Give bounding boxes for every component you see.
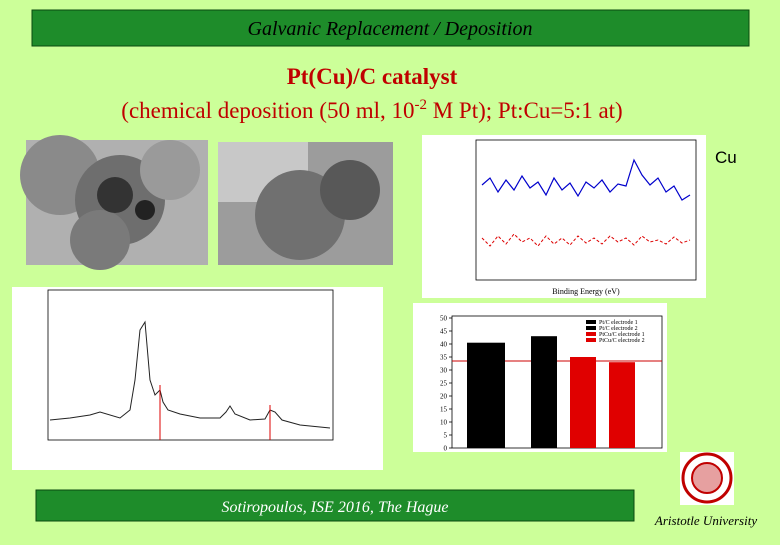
header-title: Galvanic Replacement / Deposition <box>248 18 533 40</box>
legend-swatch <box>586 338 596 342</box>
xps-axis-label: Binding Energy (eV) <box>552 287 620 296</box>
y-tick-label: 50 <box>440 315 448 323</box>
footer-text: Aristotle University <box>654 513 757 528</box>
y-tick-label: 40 <box>440 341 448 349</box>
y-tick-label: 15 <box>440 406 448 414</box>
y-tick-label: 0 <box>444 445 448 453</box>
university-logo <box>680 452 734 505</box>
slide-subtitle: (chemical deposition (50 ml, 10-2 M Pt);… <box>121 97 622 123</box>
legend-swatch <box>586 332 596 336</box>
bar <box>570 357 596 448</box>
slide-title: Pt(Cu)/C catalyst <box>287 64 458 89</box>
y-tick-label: 45 <box>440 328 448 336</box>
legend-label: Pt/C electrode 2 <box>599 326 638 332</box>
y-tick-label: 5 <box>444 432 448 440</box>
legend-label: PtCu/C electrode 2 <box>599 338 645 344</box>
subtitle-text: (chemical deposition (50 ml, 10 <box>121 98 414 123</box>
legend-swatch <box>586 326 596 330</box>
footer-bar <box>35 489 635 522</box>
tem-image <box>218 142 393 265</box>
bar-chart: 0 5 10 15 20 25 30 35 40 45 50 Pt/C electrode 1Pt/C… <box>413 303 667 453</box>
subtitle-superscript: -2 <box>414 97 427 113</box>
bar <box>609 362 635 448</box>
xps-label: Cu <box>715 148 737 167</box>
xps-plot: Binding Energy (eV) <box>422 135 706 298</box>
bar <box>531 336 557 448</box>
y-tick-label: 30 <box>440 367 448 375</box>
y-tick-label: 20 <box>440 393 448 401</box>
y-tick-label: 25 <box>440 380 448 388</box>
y-tick-label: 10 <box>440 419 448 427</box>
bar <box>467 342 505 448</box>
y-tick-label: 35 <box>440 354 448 362</box>
xrd-plot <box>12 287 383 470</box>
legend-swatch <box>586 320 596 324</box>
subtitle-text: M Pt); Pt:Cu=5:1 at) <box>427 98 623 123</box>
legend-label: PtCu/C electrode 1 <box>599 332 645 338</box>
tem-image <box>20 135 208 270</box>
legend-label: Pt/C electrode 1 <box>599 320 638 326</box>
footer-text: Sotiropoulos, ISE 2016, The Hague <box>222 499 449 516</box>
header-bar <box>31 9 750 47</box>
